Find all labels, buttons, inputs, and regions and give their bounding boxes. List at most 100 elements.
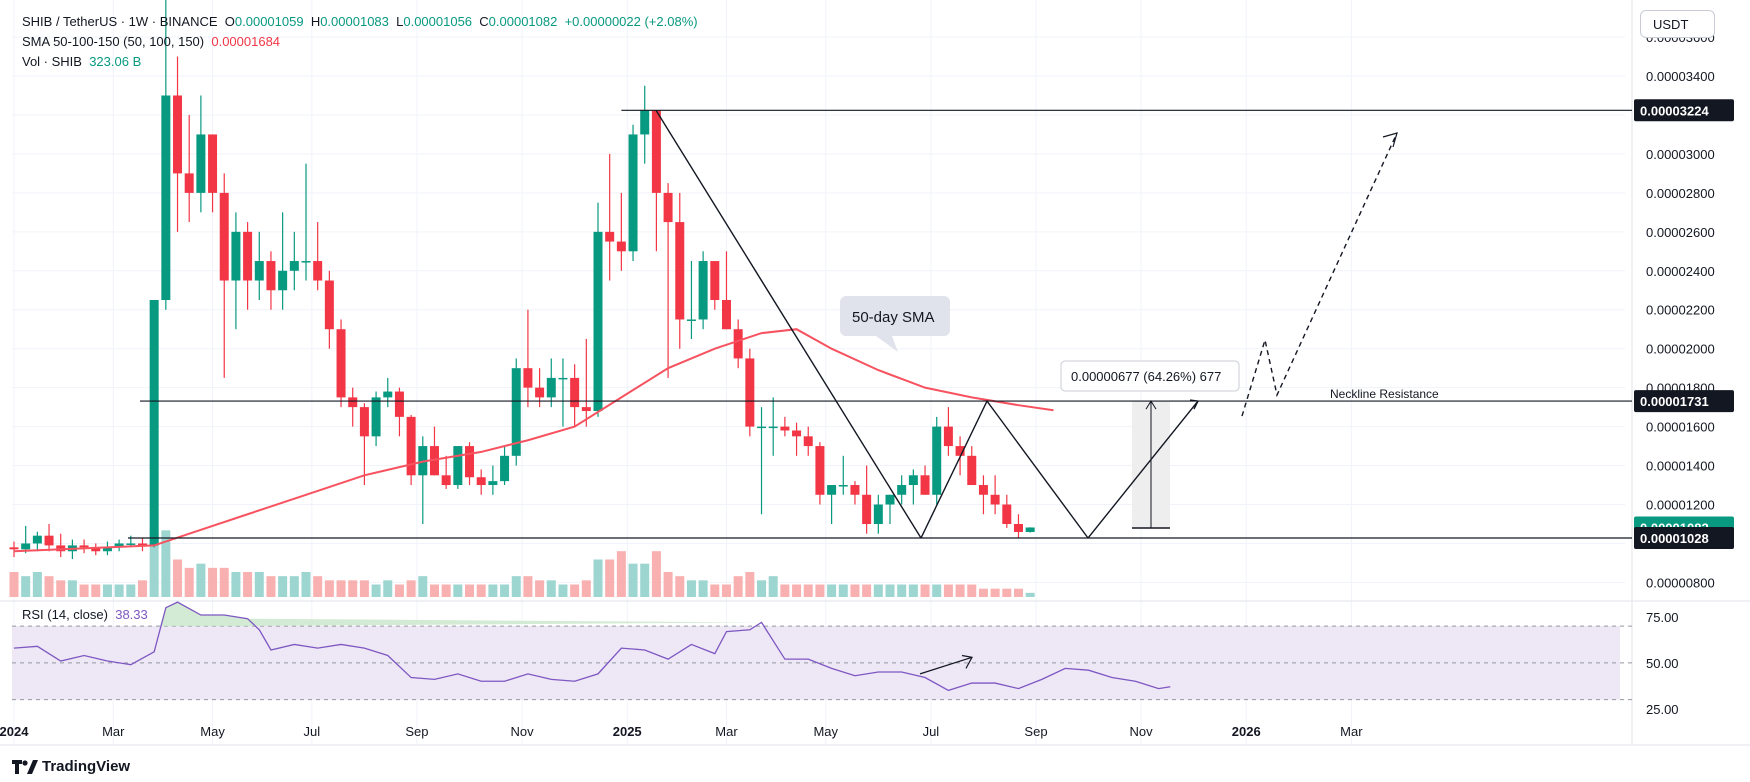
candle-body[interactable] <box>663 192 673 223</box>
candle-body[interactable] <box>126 543 136 545</box>
candle-body[interactable] <box>932 426 942 495</box>
candle-body[interactable] <box>231 231 241 281</box>
candle-body[interactable] <box>1002 504 1012 524</box>
legend-sma[interactable]: SMA 50-100-150 (50, 100, 150) 0.00001684 <box>22 34 280 49</box>
candle-body[interactable] <box>476 477 486 486</box>
candle-body[interactable] <box>243 231 253 281</box>
candle-body[interactable] <box>196 134 206 193</box>
currency-selector[interactable]: USDT <box>1640 10 1715 38</box>
candle-body[interactable] <box>792 430 802 437</box>
candle-body[interactable] <box>955 446 965 456</box>
candle-body[interactable] <box>978 485 988 495</box>
candle-body[interactable] <box>721 300 731 330</box>
candle-body[interactable] <box>500 455 510 482</box>
candle-body[interactable] <box>32 535 42 544</box>
candle-body[interactable] <box>862 494 872 524</box>
candle-body[interactable] <box>266 261 276 291</box>
volume-bar <box>570 584 580 597</box>
candle-body[interactable] <box>114 543 124 548</box>
candle-body[interactable] <box>219 192 229 281</box>
candle-body[interactable] <box>359 407 369 437</box>
candle-body[interactable] <box>383 391 393 398</box>
candle-body[interactable] <box>102 547 112 552</box>
legend-change: +0.00000022 (+2.08%) <box>564 14 698 29</box>
candle-body[interactable] <box>208 134 218 193</box>
candle-body[interactable] <box>605 231 615 242</box>
volume-bars <box>9 530 1035 597</box>
candle-body[interactable] <box>278 270 288 291</box>
candle-body[interactable] <box>897 485 907 495</box>
candle-body[interactable] <box>336 329 346 398</box>
candle-body[interactable] <box>348 397 358 408</box>
candle-body[interactable] <box>780 426 790 431</box>
tradingview-logo[interactable]: TradingView <box>12 758 130 775</box>
candle-body[interactable] <box>44 535 54 546</box>
candle-body[interactable] <box>313 261 323 281</box>
candle-body[interactable] <box>757 426 767 429</box>
candle-body[interactable] <box>1013 523 1023 532</box>
candle-body[interactable] <box>9 547 19 550</box>
price-candles[interactable] <box>9 0 1035 560</box>
rsi-pane[interactable]: 75.00 50.00 25.00 <box>12 601 1679 717</box>
candle-body[interactable] <box>628 134 638 252</box>
candle-body[interactable] <box>301 261 311 263</box>
candle-body[interactable] <box>616 241 626 252</box>
price-axis[interactable]: 0.000036000.000034000.000032000.00003000… <box>1634 30 1734 590</box>
candle-body[interactable] <box>838 485 848 487</box>
candle-body[interactable] <box>593 231 603 412</box>
candle-body[interactable] <box>21 543 31 550</box>
candle-body[interactable] <box>149 300 159 546</box>
candle-body[interactable] <box>453 446 463 486</box>
candle-body[interactable] <box>967 455 977 486</box>
candle-body[interactable] <box>546 377 556 398</box>
candle-body[interactable] <box>161 95 171 300</box>
legend-vol-label: Vol · SHIB <box>22 54 82 69</box>
candle-body[interactable] <box>885 494 895 505</box>
candle-body[interactable] <box>920 475 930 495</box>
candle-body[interactable] <box>745 358 755 427</box>
time-axis[interactable]: 2024 Mar May Jul Sep Nov 2025 Mar May Jul Sep Nov 20… <box>0 724 1363 739</box>
candle-body[interactable] <box>990 494 1000 505</box>
legend-rsi[interactable]: RSI (14, close) 38.33 <box>22 607 148 622</box>
candle-body[interactable] <box>394 391 404 417</box>
candle-body[interactable] <box>91 547 101 552</box>
candle-body[interactable] <box>686 319 696 321</box>
candle-body[interactable] <box>850 485 860 495</box>
candle-body[interactable] <box>1025 527 1035 532</box>
candle-body[interactable] <box>488 481 498 486</box>
candle-body[interactable] <box>511 368 521 456</box>
candle-body[interactable] <box>558 377 568 380</box>
candle-body[interactable] <box>523 368 533 388</box>
candle-body[interactable] <box>908 475 918 486</box>
candle-body[interactable] <box>710 261 720 300</box>
candle-body[interactable] <box>289 261 299 271</box>
candle-body[interactable] <box>768 426 778 429</box>
candle-body[interactable] <box>827 485 837 495</box>
candle-body[interactable] <box>733 329 743 359</box>
candle-body[interactable] <box>371 397 381 437</box>
candle-body[interactable] <box>184 173 194 193</box>
candle-body[interactable] <box>640 110 650 135</box>
candle-body[interactable] <box>535 387 545 398</box>
legend-symbol[interactable]: SHIB / TetherUS · 1W · BINANCE <box>22 14 218 29</box>
candle-body[interactable] <box>803 436 813 447</box>
candle-body[interactable] <box>441 475 451 486</box>
candle-body[interactable] <box>698 261 708 320</box>
rsi-divergence-arrowhead <box>961 654 973 669</box>
legend-volume[interactable]: Vol · SHIB 323.06 B <box>22 54 141 69</box>
candle-body[interactable] <box>943 426 953 447</box>
candle-body[interactable] <box>173 95 183 174</box>
candle-body[interactable] <box>581 407 591 412</box>
candle-body[interactable] <box>651 110 661 193</box>
candle-body[interactable] <box>815 446 825 495</box>
candle-body[interactable] <box>137 543 147 546</box>
candle-body[interactable] <box>324 280 334 330</box>
candle-body[interactable] <box>406 416 416 476</box>
candle-body[interactable] <box>570 377 580 408</box>
candle-body[interactable] <box>873 504 883 524</box>
candle-body[interactable] <box>465 446 475 478</box>
candle-body[interactable] <box>79 545 89 548</box>
candle-body[interactable] <box>254 261 264 281</box>
candle-body[interactable] <box>675 222 685 320</box>
